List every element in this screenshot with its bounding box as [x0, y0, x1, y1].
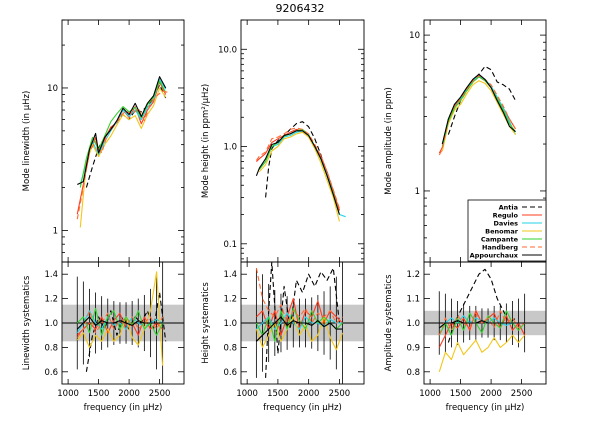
- panel-bottom-right-plot-area: [424, 268, 546, 372]
- panel-bottom-right-series-handberg: [438, 310, 525, 336]
- panel-top-left-series-handberg: [76, 90, 169, 220]
- panel-bottom-left-xtick-label-1500: 1500: [88, 389, 110, 399]
- panel-bottom-middle-series-davies: [256, 312, 343, 330]
- panel-bottom-right-ylabel: Amplitude systematics: [384, 274, 394, 372]
- panel-bottom-middle-xlabel: frequency (in μHz): [263, 403, 342, 413]
- panel-bottom-middle-xtick-label-2000: 2000: [298, 389, 320, 399]
- panel-top-right-series-benomar: [441, 80, 516, 152]
- panel-top-left-series-davies: [79, 78, 167, 185]
- panel-bottom-right-xtick-label-1500: 1500: [450, 389, 472, 399]
- panel-bottom-middle-series-campante: [255, 307, 343, 342]
- panel-top-right: 1 10 Mode amplitude (in ppm) AntiaReguloDav…: [384, 19, 547, 263]
- panel-top-middle-plot-area: [255, 121, 346, 222]
- panel-bottom-right-xlabel: frequency (in μHz): [446, 403, 525, 413]
- panel-bottom-left-xtick-label-2500: 2500: [149, 389, 171, 399]
- panel-bottom-right-series-campante: [438, 310, 526, 336]
- panel-top-left-series-appourchaux: [77, 76, 167, 185]
- panel-top-left-series-campante: [79, 80, 167, 188]
- panel-bottom-middle-xtick-label-2500: 2500: [329, 389, 351, 399]
- panel-bottom-right-series-benomar: [438, 334, 526, 372]
- legend-label-benomar: Benomar: [485, 227, 519, 235]
- panel-bottom-left-ytick-label-0.6: 0.6: [44, 368, 58, 378]
- legend-label-appourchaux: Appourchaux: [470, 251, 519, 259]
- panel-top-middle-ytick-label-10.0: 10.0: [218, 45, 237, 55]
- panel-bottom-left-series-benomar: [76, 271, 164, 366]
- panel-top-right-ylabel: Mode amplitude (in ppm): [384, 87, 394, 195]
- panel-top-right-ytick-label-10: 10: [409, 31, 420, 41]
- panel-bottom-left-series-campante: [76, 307, 164, 336]
- legend: AntiaReguloDaviesBenomarCampanteHandberg…: [467, 199, 547, 262]
- panel-top-middle-ylabel: Mode height (in ppm²/μHz): [201, 84, 211, 198]
- panel-bottom-left-plot-area: [62, 262, 184, 384]
- panel-top-left-ytick-label-10: 10: [47, 84, 58, 94]
- legend-label-campante: Campante: [481, 235, 519, 243]
- panel-bottom-middle: 1000 1500 2000 2500 0.6 0.8 1.0 1.2 1.4 Height sy…: [201, 261, 365, 413]
- panel-bottom-right-ytick-label-0.9: 0.9: [406, 343, 420, 353]
- panel-top-right-series-campante: [441, 76, 516, 148]
- panel-bottom-middle-xtick-label-1000: 1000: [236, 389, 258, 399]
- panel-bottom-right-series-appourchaux: [438, 320, 525, 329]
- panel-bottom-left-ytick-label-1.0: 1.0: [44, 319, 58, 329]
- panel-bottom-middle-ytick-label-0.6: 0.6: [223, 368, 237, 378]
- panel-bottom-left-series-davies: [76, 310, 163, 334]
- panel-bottom-right-xtick-label-2000: 2000: [480, 389, 502, 399]
- panel-top-middle-series-appourchaux: [255, 130, 340, 215]
- legend-label-regulo: Regulo: [493, 211, 519, 219]
- panel-bottom-right-series-antia: [447, 268, 516, 343]
- panel-bottom-right: 1000 1500 2000 2500 0.8 0.9 1.0 1.1 1.2 Amplitude…: [384, 261, 547, 413]
- panel-bottom-middle-ytick-label-1.0: 1.0: [223, 319, 237, 329]
- panel-bottom-middle-ylabel: Height systematics: [201, 282, 211, 364]
- panel-bottom-left-series-appourchaux: [76, 316, 163, 330]
- panel-top-middle-series-benomar: [258, 131, 340, 222]
- panel-top-right-plot-area: [438, 65, 516, 156]
- panel-bottom-middle-ytick-label-0.8: 0.8: [223, 343, 237, 353]
- panel-bottom-middle-series-handberg: [255, 267, 343, 324]
- panel-bottom-middle-xtick-label-1500: 1500: [267, 389, 289, 399]
- legend-label-antia: Antia: [499, 203, 518, 211]
- panel-bottom-left-ylabel: Linewidth systematics: [22, 275, 32, 370]
- panel-top-right-ytick-label-1: 1: [415, 187, 420, 197]
- panel-bottom-right-xtick-label-2500: 2500: [511, 389, 533, 399]
- panel-bottom-left-xlabel: frequency (in μHz): [84, 403, 163, 413]
- panel-top-right-series-handberg: [438, 75, 516, 156]
- panel-bottom-middle-series-appourchaux: [256, 316, 343, 342]
- panel-bottom-right-ytick-label-1.2: 1.2: [406, 270, 420, 280]
- panel-top-middle-series-antia: [265, 121, 340, 211]
- panel-bottom-middle-ytick-label-1.4: 1.4: [223, 270, 237, 280]
- panel-bottom-left-ytick-label-0.8: 0.8: [44, 343, 58, 353]
- panel-bottom-left: 1000 1500 2000 2500 0.6 0.8 1.0 1.2 1.4 Linewidth…: [22, 261, 185, 413]
- panel-top-middle-series-davies: [259, 130, 346, 218]
- panel-bottom-left-xtick-label-2000: 2000: [118, 389, 140, 399]
- panel-bottom-left-xtick-label-1000: 1000: [57, 389, 79, 399]
- panel-bottom-right-ytick-label-1.1: 1.1: [406, 295, 420, 305]
- panel-top-middle-frame: [240, 19, 365, 263]
- legend-label-davies: Davies: [493, 219, 518, 227]
- panel-bottom-middle-series-benomar: [255, 316, 344, 351]
- panel-top-left-plot-area: [76, 76, 169, 228]
- panel-top-left: 1 10 Mode linewidth (in μHz): [22, 19, 185, 263]
- panel-top-middle-ytick-label-1.0: 1.0: [223, 143, 237, 153]
- panel-bottom-middle-plot-area: [241, 262, 364, 384]
- panel-bottom-right-ytick-label-0.8: 0.8: [406, 368, 420, 378]
- panel-bottom-left-ytick-label-1.2: 1.2: [44, 295, 58, 305]
- legend-label-handberg: Handberg: [482, 243, 518, 251]
- panel-top-left-series-benomar: [79, 87, 167, 228]
- panel-top-right-series-appourchaux: [441, 73, 516, 145]
- figure-title: 9206432: [276, 2, 325, 15]
- panel-top-middle-ytick-label-0.1: 0.1: [223, 240, 237, 250]
- panel-bottom-middle-ytick-label-1.2: 1.2: [223, 295, 237, 305]
- panel-top-left-ylabel: Mode linewidth (in μHz): [22, 91, 32, 192]
- panel-top-left-ytick-label-1: 1: [53, 226, 58, 236]
- panel-top-right-series-antia: [447, 65, 516, 135]
- panel-bottom-left-ytick-label-1.4: 1.4: [44, 270, 58, 280]
- panel-top-middle: 0.1 1.0 10.0 Mode height (in ppm²/μHz): [201, 19, 365, 263]
- panel-top-middle-series-handberg: [255, 127, 340, 209]
- panel-bottom-middle-series-antia: [265, 262, 340, 378]
- panel-bottom-right-ytick-label-1.0: 1.0: [406, 319, 420, 329]
- panel-bottom-right-xtick-label-1000: 1000: [419, 389, 441, 399]
